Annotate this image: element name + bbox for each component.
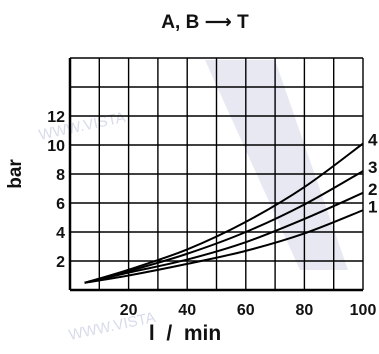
series-label-1: 1 xyxy=(368,197,377,216)
y-tick-label: 8 xyxy=(56,167,65,184)
chart-series: 12 3 4 xyxy=(84,131,378,284)
y-tick-label: 12 xyxy=(47,109,65,126)
x-tick-label: 20 xyxy=(120,302,138,319)
x-axis-label: l / min xyxy=(149,322,221,345)
chart-title: A, B ⟶ T xyxy=(161,12,249,33)
series-line-4 xyxy=(84,142,364,284)
y-tick-label: 4 xyxy=(56,225,65,242)
series-line-2 xyxy=(84,191,364,284)
series-label-3: 3 xyxy=(368,158,377,177)
watermark-stripe xyxy=(205,60,348,270)
x-tick-label: 40 xyxy=(178,302,196,319)
x-tick-label: 80 xyxy=(296,302,314,319)
y-tick-label: 10 xyxy=(47,138,65,155)
y-tick-label: 2 xyxy=(56,254,65,271)
x-tick-label: 60 xyxy=(237,302,255,319)
series-line-1 xyxy=(84,209,364,284)
y-tick-label: 6 xyxy=(56,196,65,213)
watermark-text: WWW.VISTA xyxy=(67,309,157,344)
series-line-3 xyxy=(84,170,364,284)
series-label-2: 2 xyxy=(368,180,377,199)
y-axis-label: bar xyxy=(5,159,26,189)
x-tick-label: 100 xyxy=(350,302,377,319)
series-label-4: 4 xyxy=(368,131,378,150)
